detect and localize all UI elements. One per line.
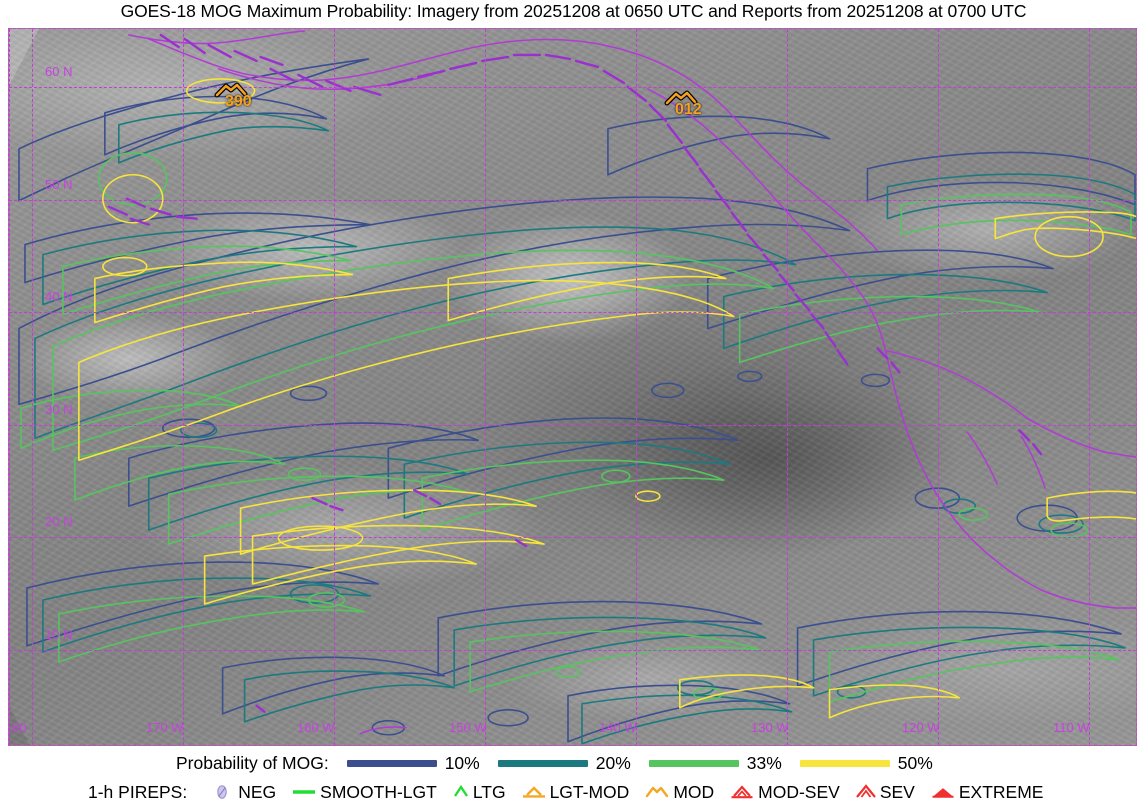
- horizontal-line-icon: [293, 790, 316, 794]
- legend-label-10pct: 10%: [444, 753, 480, 773]
- pirep-flight-level-012: 012: [675, 101, 702, 118]
- legend-label-33pct: 33%: [746, 753, 782, 773]
- gridline-lon-160w: [334, 29, 335, 745]
- lon-label-160w: 160 W: [297, 720, 335, 735]
- gridline-lat-30: [9, 425, 1136, 426]
- lat-label-60n: 60 N: [45, 64, 73, 79]
- pireps-legend-label: 1-h PIREPS:: [88, 781, 188, 802]
- legend-label-mod: MOD: [673, 781, 715, 802]
- legend-item-50pct[interactable]: 50%: [799, 753, 933, 774]
- lat-label-40n: 40 N: [45, 289, 73, 304]
- lightning-cluster-layer: [107, 33, 1043, 713]
- swatch-50pct: [799, 760, 890, 767]
- lon-label-170w: 170 W: [146, 720, 184, 735]
- double-caret-icon: [855, 784, 876, 798]
- figure-title: GOES-18 MOG Maximum Probability: Imagery…: [120, 1, 1027, 21]
- lon-label-130w: 130 W: [751, 720, 789, 735]
- coastline-boundaries: [128, 30, 1136, 735]
- legend-label-50pct: 50%: [897, 753, 933, 773]
- pirep-marker-390[interactable]: 390: [213, 81, 252, 110]
- gridline-lon-150w: [485, 29, 486, 745]
- legend-label-lgt-mod: LGT-MOD: [549, 781, 630, 802]
- legend-item-sev[interactable]: SEV: [855, 782, 915, 803]
- lat-label-50n: 50 N: [45, 177, 73, 192]
- caret-base-icon: [522, 786, 545, 798]
- legend-item-neg[interactable]: NEG: [209, 782, 276, 803]
- lon-label-140w: 140 W: [599, 720, 637, 735]
- legend-label-neg: NEG: [238, 781, 277, 802]
- pirep-flight-level-390: 390: [225, 93, 252, 110]
- filled-triangle-icon: [932, 788, 954, 798]
- legend-item-ltg[interactable]: LTG: [452, 782, 506, 803]
- gridline-lon-140w: [636, 29, 637, 745]
- gridline-lat-40: [9, 312, 1136, 313]
- probability-legend-row: Probability of MOG: 10% 20% 33% 50%: [0, 750, 1147, 777]
- legend-item-20pct[interactable]: 20%: [497, 753, 631, 774]
- satellite-texture-overlay: [9, 29, 1136, 745]
- pirep-marker-012[interactable]: 012: [663, 89, 702, 118]
- legend-item-smooth-lgt[interactable]: SMOOTH-LGT: [291, 782, 437, 803]
- figure-legend: Probability of MOG: 10% 20% 33% 50% 1-h …: [0, 750, 1147, 808]
- map-plot-area[interactable]: 60 N 50 N 40 N 30 N 20 N 10 N 180 170 W …: [8, 28, 1137, 746]
- lon-label-120w: 120 W: [902, 720, 940, 735]
- legend-label-sev: SEV: [879, 781, 915, 802]
- swatch-20pct: [497, 760, 588, 767]
- swatch-10pct: [346, 760, 437, 767]
- legend-label-ltg: LTG: [472, 781, 506, 802]
- legend-item-mod-sev[interactable]: MOD-SEV: [729, 782, 840, 803]
- swatch-33pct: [648, 760, 739, 767]
- neg-circle-slash-icon: [217, 785, 228, 799]
- legend-item-mod[interactable]: MOD: [644, 782, 714, 803]
- pireps-legend-row: 1-h PIREPS: NEG SMOOTH-LGT: [0, 778, 1147, 806]
- mod-caret-icon: [214, 82, 248, 98]
- gridline-lon-180: [32, 29, 33, 745]
- graticule-layer: [9, 29, 1136, 745]
- lon-label-110w: 110 W: [1053, 720, 1090, 735]
- caret-icon: [453, 784, 468, 797]
- probability-contour-layer: [18, 30, 1136, 745]
- house-icon: [731, 785, 753, 799]
- mod-caret-icon: [664, 90, 698, 106]
- contour-50pct: [78, 78, 1136, 719]
- legend-item-33pct[interactable]: 33%: [648, 753, 782, 774]
- gridline-lat-10: [9, 650, 1136, 651]
- legend-item-extreme[interactable]: EXTREME: [930, 781, 1044, 803]
- legend-item-lgt-mod[interactable]: LGT-MOD: [521, 781, 630, 803]
- legend-label-20pct: 20%: [595, 753, 631, 773]
- probability-legend-label: Probability of MOG:: [176, 753, 329, 773]
- lat-label-20n: 20 N: [45, 514, 73, 529]
- gridline-lat-20: [9, 537, 1136, 538]
- gridline-lon-120w: [938, 29, 939, 745]
- gridline-lon-110w: [1089, 29, 1090, 745]
- gridline-lat-50: [9, 200, 1136, 201]
- legend-label-smooth-lgt: SMOOTH-LGT: [320, 781, 437, 802]
- lat-label-10n: 10 N: [45, 627, 73, 642]
- caret-icon: [646, 786, 669, 798]
- satellite-imagery-layer: [9, 29, 1136, 745]
- lon-label-180: 180: [9, 720, 27, 735]
- legend-item-10pct[interactable]: 10%: [346, 753, 480, 774]
- legend-label-extreme: EXTREME: [958, 781, 1044, 802]
- gridline-lon-130w: [787, 29, 788, 745]
- gridline-lat-60: [9, 87, 1136, 88]
- lat-label-30n: 30 N: [45, 402, 73, 417]
- lon-label-150w: 150 W: [449, 720, 487, 735]
- legend-label-mod-sev: MOD-SEV: [758, 781, 840, 802]
- gridline-lon-170w: [183, 29, 184, 745]
